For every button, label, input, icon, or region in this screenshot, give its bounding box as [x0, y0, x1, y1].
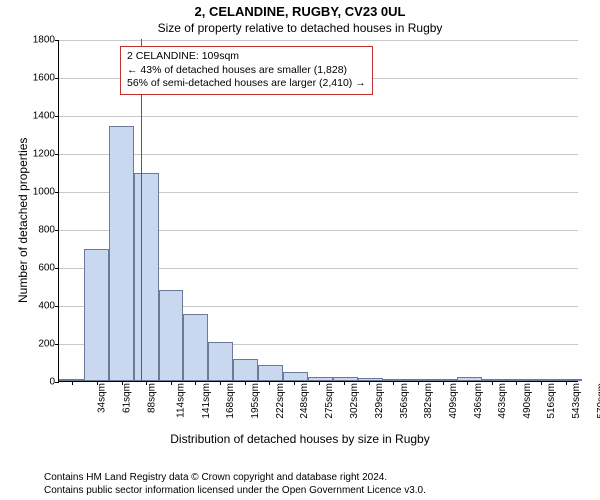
histogram-bar — [482, 379, 507, 381]
x-tick-mark — [566, 381, 567, 385]
histogram-bar — [333, 377, 358, 381]
y-tick-mark — [55, 230, 59, 231]
histogram-bar — [283, 372, 308, 381]
histogram-bar — [134, 173, 159, 381]
x-tick-mark — [294, 381, 295, 385]
y-tick-mark — [55, 40, 59, 41]
x-tick-label: 436sqm — [473, 383, 484, 419]
x-tick-mark — [393, 381, 394, 385]
gridline — [59, 40, 578, 41]
x-tick-label: 61sqm — [121, 383, 132, 413]
histogram-bar — [183, 314, 208, 381]
histogram-bar — [84, 249, 109, 381]
x-tick-label: 570sqm — [596, 383, 600, 419]
y-tick-mark — [55, 268, 59, 269]
footer-attribution: Contains HM Land Registry data © Crown c… — [44, 472, 426, 497]
x-tick-label: 88sqm — [146, 383, 157, 413]
histogram-bar — [109, 126, 134, 381]
histogram-bar — [308, 377, 333, 381]
x-tick-mark — [319, 381, 320, 385]
y-tick-mark — [55, 116, 59, 117]
y-tick-label: 1800 — [33, 35, 55, 46]
x-tick-label: 141sqm — [201, 383, 212, 419]
histogram-bar — [208, 342, 233, 381]
histogram-bar — [432, 379, 457, 381]
histogram-bar — [507, 379, 532, 381]
chart-super-title: 2, CELANDINE, RUGBY, CV23 0UL — [0, 4, 600, 19]
footer-line-2: Contains public sector information licen… — [44, 485, 426, 496]
x-tick-mark — [418, 381, 419, 385]
y-tick-mark — [55, 306, 59, 307]
x-tick-label: 275sqm — [324, 383, 335, 419]
histogram-bar — [557, 379, 582, 381]
y-tick-mark — [55, 154, 59, 155]
histogram-bar — [258, 365, 283, 381]
x-tick-label: 543sqm — [571, 383, 582, 419]
gridline — [59, 154, 578, 155]
y-tick-mark — [55, 78, 59, 79]
x-tick-mark — [97, 381, 98, 385]
x-tick-mark — [122, 381, 123, 385]
annotation-line-2: ← 43% of detached houses are smaller (1,… — [127, 64, 366, 78]
x-tick-label: 382sqm — [423, 383, 434, 419]
y-tick-label: 1200 — [33, 149, 55, 160]
y-tick-label: 1000 — [33, 187, 55, 198]
x-tick-mark — [541, 381, 542, 385]
x-tick-mark — [269, 381, 270, 385]
x-tick-mark — [369, 381, 370, 385]
x-tick-mark — [467, 381, 468, 385]
x-tick-label: 34sqm — [96, 383, 107, 413]
x-tick-mark — [344, 381, 345, 385]
gridline — [59, 116, 578, 117]
y-tick-mark — [55, 192, 59, 193]
x-tick-mark — [220, 381, 221, 385]
x-tick-label: 463sqm — [498, 383, 509, 419]
x-tick-label: 490sqm — [522, 383, 533, 419]
y-tick-label: 1400 — [33, 111, 55, 122]
histogram-bar — [159, 290, 184, 381]
histogram-bar — [408, 379, 433, 381]
x-tick-label: 114sqm — [175, 383, 186, 418]
chart-title: Size of property relative to detached ho… — [0, 21, 600, 35]
x-tick-mark — [443, 381, 444, 385]
x-axis-label: Distribution of detached houses by size … — [0, 432, 600, 446]
y-tick-label: 200 — [38, 339, 55, 350]
y-tick-mark — [55, 344, 59, 345]
y-tick-label: 400 — [38, 301, 55, 312]
x-tick-label: 195sqm — [250, 383, 261, 419]
x-tick-mark — [72, 381, 73, 385]
footer-line-1: Contains HM Land Registry data © Crown c… — [44, 472, 387, 483]
x-tick-label: 409sqm — [448, 383, 459, 419]
histogram-bar — [532, 379, 557, 381]
x-tick-label: 302sqm — [349, 383, 360, 419]
histogram-bar — [457, 377, 482, 381]
y-tick-label: 1600 — [33, 73, 55, 84]
x-tick-label: 168sqm — [226, 383, 237, 419]
annotation-box: 2 CELANDINE: 109sqm ← 43% of detached ho… — [120, 46, 373, 95]
x-tick-mark — [146, 381, 147, 385]
x-tick-label: 516sqm — [546, 383, 557, 419]
y-tick-label: 600 — [38, 263, 55, 274]
x-tick-mark — [195, 381, 196, 385]
x-tick-label: 248sqm — [299, 383, 310, 419]
histogram-bar — [383, 379, 408, 381]
x-tick-mark — [171, 381, 172, 385]
x-tick-mark — [516, 381, 517, 385]
annotation-line-1: 2 CELANDINE: 109sqm — [127, 50, 366, 64]
annotation-line-3: 56% of semi-detached houses are larger (… — [127, 77, 366, 91]
y-tick-label: 800 — [38, 225, 55, 236]
histogram-bar — [233, 359, 258, 381]
y-tick-mark — [55, 382, 59, 383]
x-tick-label: 356sqm — [399, 383, 410, 419]
x-tick-mark — [492, 381, 493, 385]
y-axis-label: Number of detached properties — [16, 138, 30, 303]
x-tick-label: 222sqm — [275, 383, 286, 419]
x-tick-mark — [245, 381, 246, 385]
x-tick-label: 329sqm — [374, 383, 385, 419]
histogram-bar — [358, 378, 383, 381]
